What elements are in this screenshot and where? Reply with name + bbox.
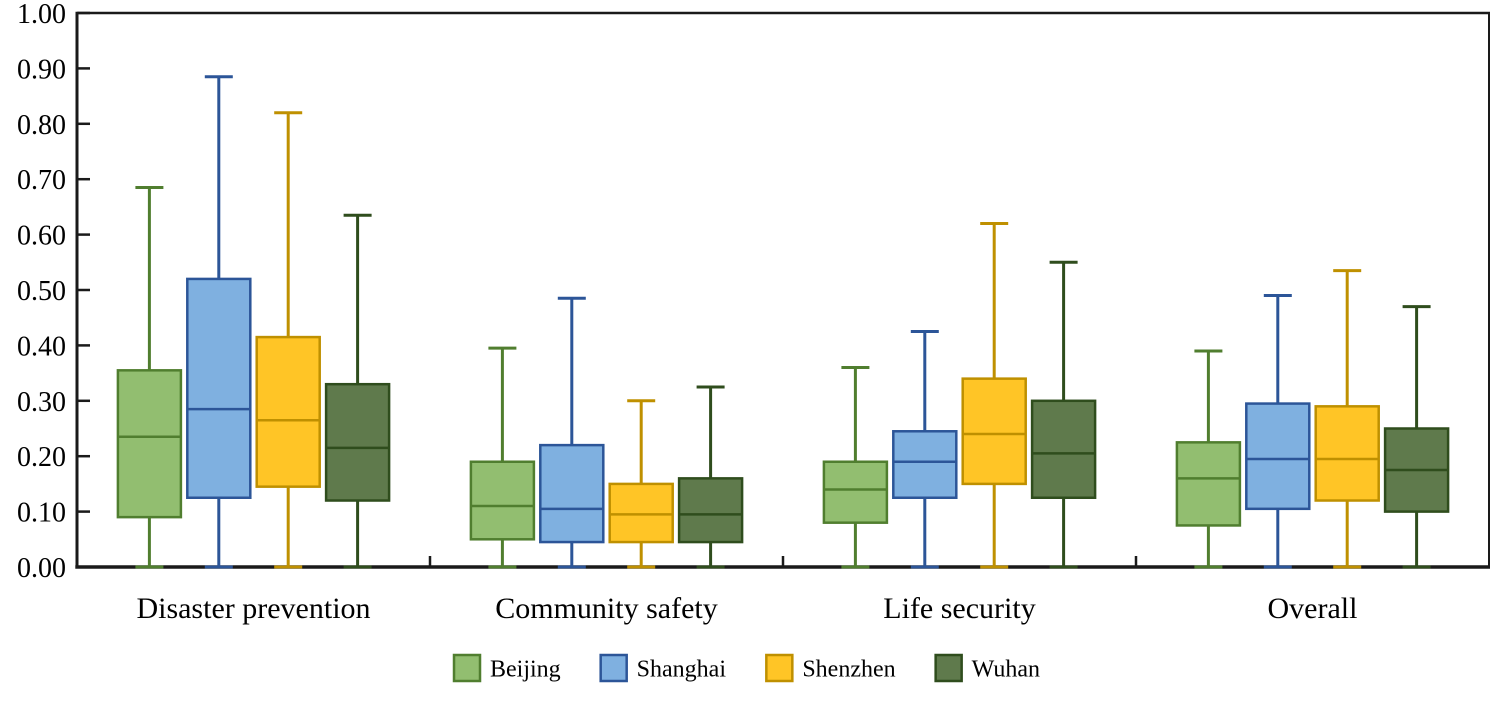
y-tick-label: 0.30 [17, 387, 66, 418]
box-rect-shenzhen [1314, 405, 1380, 502]
box-rect-wuhan [677, 477, 744, 544]
y-tick-label: 0.00 [17, 553, 66, 584]
legend-swatch-wuhan [934, 653, 963, 683]
y-tick-label: 0.40 [17, 331, 66, 362]
y-tick-label: 0.60 [17, 221, 66, 252]
legend-swatch-shenzhen [765, 653, 794, 683]
category-label: Life security [883, 592, 1035, 625]
box-rect-shanghai [186, 277, 252, 500]
box-shenzhen-2 [961, 222, 1027, 569]
legend-label-shenzhen: Shenzhen [802, 657, 895, 683]
box-rect-wuhan [1030, 399, 1097, 499]
box-shenzhen-0 [255, 111, 321, 569]
box-wuhan-0 [324, 213, 391, 569]
y-tick-label: 0.80 [17, 110, 66, 141]
box-rect-shenzhen [961, 377, 1027, 486]
box-shenzhen-3 [1314, 269, 1380, 569]
legend-swatch-shanghai [599, 653, 628, 683]
box-shenzhen-1 [608, 399, 674, 569]
legend-label-beijing: Beijing [490, 657, 561, 683]
box-shanghai-1 [539, 296, 605, 569]
box-rect-beijing [1175, 441, 1242, 527]
box-rect-shanghai [539, 443, 605, 544]
box-wuhan-2 [1030, 260, 1097, 569]
box-rect-shenzhen [608, 482, 674, 544]
box-rect-shanghai [892, 430, 958, 499]
box-wuhan-1 [677, 385, 744, 569]
box-beijing-2 [822, 366, 889, 569]
y-tick-label: 0.70 [17, 165, 66, 196]
box-rect-beijing [116, 369, 183, 519]
y-tick-label: 0.10 [17, 498, 66, 529]
box-rect-shanghai [1245, 402, 1311, 511]
box-rect-beijing [469, 460, 536, 541]
category-label: Overall [1268, 592, 1358, 625]
legend-label-wuhan: Wuhan [972, 657, 1040, 683]
box-rect-beijing [822, 460, 889, 524]
box-rect-shenzhen [255, 335, 321, 488]
y-tick-label: 0.20 [17, 442, 66, 473]
legend: Beijing Shanghai Shenzhen Wuhan [452, 653, 1040, 683]
box-shanghai-2 [892, 330, 958, 569]
box-beijing-1 [469, 346, 536, 569]
box-shanghai-3 [1245, 294, 1311, 569]
box-rect-wuhan [324, 382, 391, 502]
y-tick-label: 0.90 [17, 54, 66, 85]
category-label: Community safety [495, 592, 717, 625]
y-tick-label: 1.00 [17, 0, 66, 30]
box-beijing-3 [1175, 349, 1242, 569]
box-beijing-0 [116, 186, 183, 569]
legend-label-shanghai: Shanghai [637, 657, 727, 683]
legend-swatch-beijing [452, 653, 482, 683]
y-tick-label: 0.50 [17, 276, 66, 307]
category-label: Disaster prevention [136, 592, 370, 625]
box-shanghai-0 [186, 75, 252, 569]
box-wuhan-3 [1383, 305, 1450, 569]
